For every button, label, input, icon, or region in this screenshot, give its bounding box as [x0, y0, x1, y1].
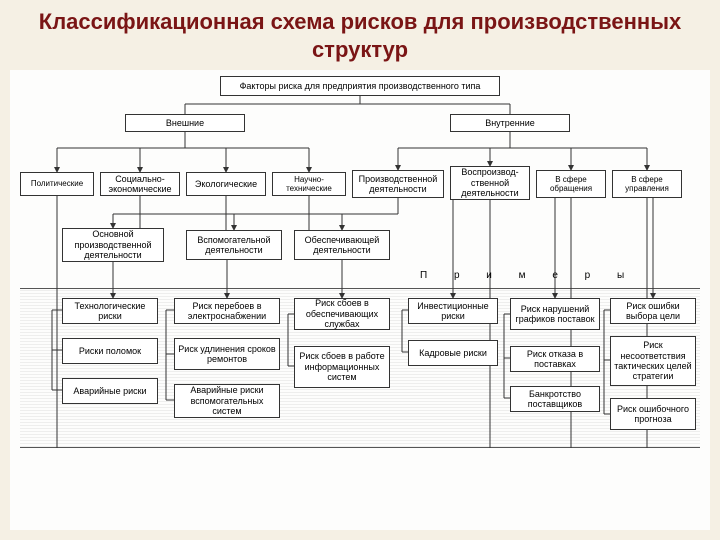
- node-tactic_risk: Риск несоответствия тактических целей ст…: [610, 336, 696, 386]
- node-goal_risk: Риск ошибки выбора цели: [610, 298, 696, 324]
- node-political: Политические: [20, 172, 94, 196]
- node-info_fail: Риск сбоев в работе информационных систе…: [294, 346, 390, 388]
- node-external: Внешние: [125, 114, 245, 132]
- node-invest_risks: Инвестиционные риски: [408, 298, 498, 324]
- node-prod_act: Производственной деятельности: [352, 170, 444, 198]
- node-aux_act: Вспомогательной деятельности: [186, 230, 282, 260]
- node-hr_risks: Кадровые риски: [408, 340, 498, 366]
- node-repair_risk: Риск удлинения сроков ремонтов: [174, 338, 280, 370]
- node-accident_risks: Аварийные риски: [62, 378, 158, 404]
- node-root: Факторы риска для предприятия производст…: [220, 76, 500, 96]
- node-forecast_risk: Риск ошибочного прогноза: [610, 398, 696, 430]
- node-aux_accident: Аварийные риски вспомогательных систем: [174, 384, 280, 418]
- node-refusal_risk: Риск отказа в поставках: [510, 346, 600, 372]
- node-internal: Внутренние: [450, 114, 570, 132]
- node-bankrupt_risk: Банкротство поставщиков: [510, 386, 600, 412]
- node-schedule_risk: Риск нарушений графиков поставок: [510, 298, 600, 330]
- examples-label: П р и м е р ы: [420, 270, 636, 281]
- node-power_risk: Риск перебоев в электроснабжении: [174, 298, 280, 324]
- page-title: Классификационная схема рисков для произ…: [0, 0, 720, 67]
- node-tech_risks: Технологические риски: [62, 298, 158, 324]
- node-ecological: Экологические: [186, 172, 266, 196]
- node-support_fail: Риск сбоев в обеспечивающих службах: [294, 298, 390, 330]
- node-break_risks: Риски поломок: [62, 338, 158, 364]
- node-socioecon: Социально- экономические: [100, 172, 180, 196]
- node-management: В сфере управления: [612, 170, 682, 198]
- node-scitech: Научно- технические: [272, 172, 346, 196]
- node-reprod_act: Воспроизвод- ственной деятельности: [450, 166, 530, 200]
- node-support_act: Обеспечивающей деятельности: [294, 230, 390, 260]
- risk-diagram: Факторы риска для предприятия производст…: [10, 70, 710, 530]
- node-circulation: В сфере обращения: [536, 170, 606, 198]
- node-main_prod: Основной производственной деятельности: [62, 228, 164, 262]
